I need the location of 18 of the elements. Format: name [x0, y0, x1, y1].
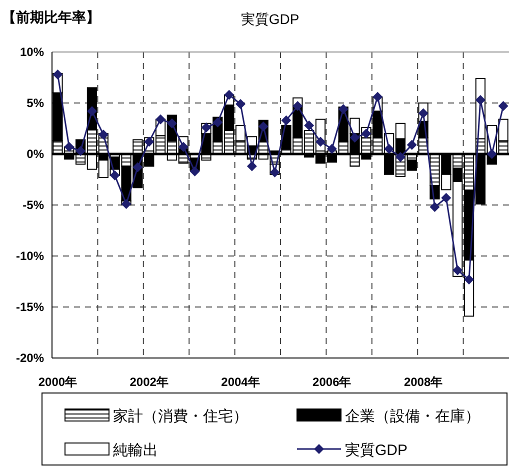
legend-label: 家計（消費・住宅）: [113, 408, 248, 425]
x-tick-label: 2008年: [404, 375, 443, 389]
y-tick-label: 10%: [20, 45, 44, 59]
y-tick-label: -15%: [16, 300, 44, 314]
legend-label: 純輸出: [113, 442, 158, 459]
y-tick-label: 5%: [26, 96, 44, 110]
y-axis-title: 【前期比年率】: [2, 9, 100, 25]
y-tick-label: -5%: [22, 198, 44, 212]
x-tick-label: 2004年: [221, 375, 260, 389]
y-tick-label: 0%: [26, 147, 44, 161]
x-tick-label: 2006年: [312, 375, 352, 389]
chart-title: 実質GDP: [240, 11, 300, 27]
y-tick-label: -20%: [16, 351, 44, 365]
x-tick-label: 2002年: [130, 375, 168, 389]
y-tick-label: -10%: [16, 249, 44, 263]
legend-label: 企業（設備・在庫）: [345, 408, 480, 425]
x-tick-label: 2000年: [38, 375, 78, 389]
legend-label: 実質GDP: [345, 442, 408, 459]
